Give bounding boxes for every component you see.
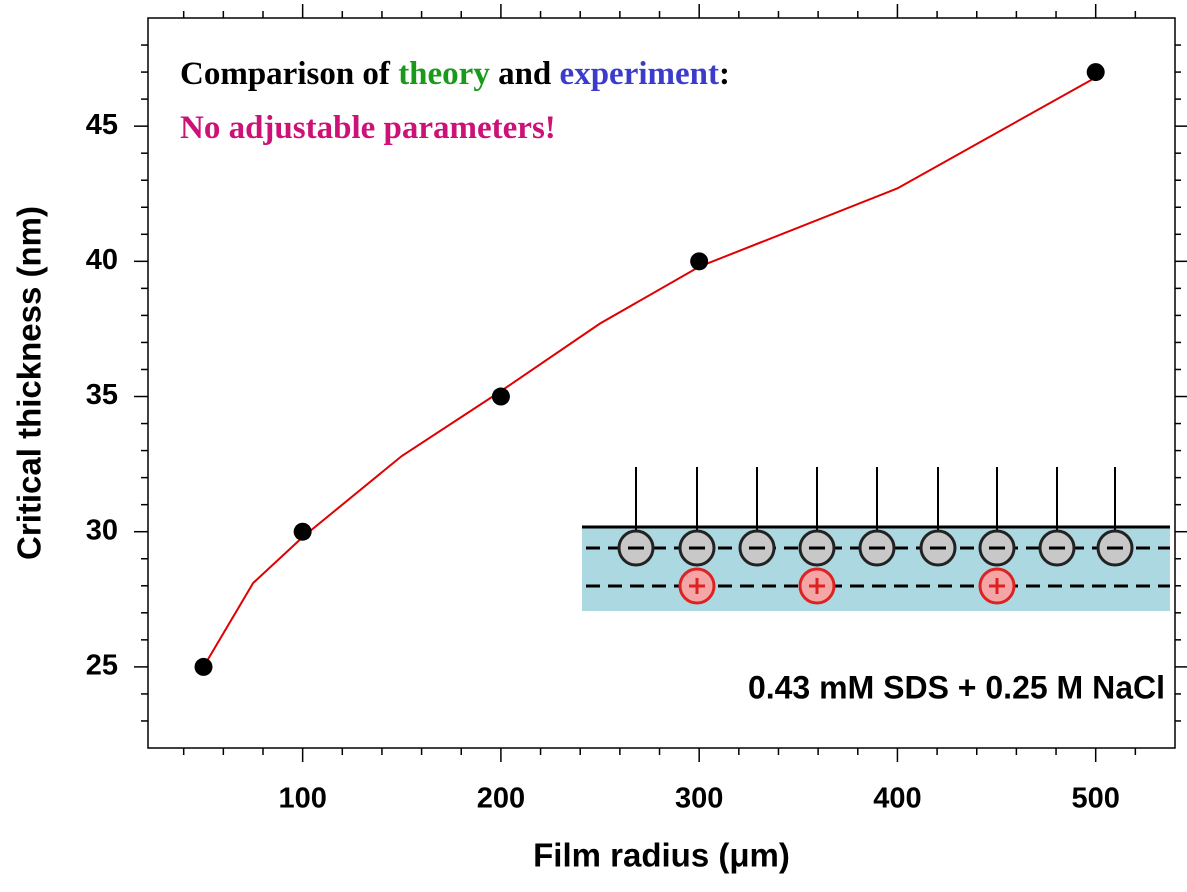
counter-ions xyxy=(678,567,1016,605)
x-tick-label: 500 xyxy=(1071,783,1119,815)
annotation-part: experiment xyxy=(560,56,719,92)
annotation-part: No adjustable parameters! xyxy=(180,110,556,146)
x-tick-label: 400 xyxy=(873,783,921,815)
y-tick-label: 45 xyxy=(86,109,118,141)
y-tick-label: 35 xyxy=(86,379,118,411)
data-point xyxy=(690,252,709,271)
y-tick-label: 30 xyxy=(86,514,118,546)
y-tick-label: 25 xyxy=(86,650,118,682)
x-tick-label: 200 xyxy=(477,783,525,815)
x-tick-label: 100 xyxy=(278,783,326,815)
x-axis-label: Film radius (μm) xyxy=(533,837,790,874)
annotation: Comparison of theory and experiment: xyxy=(180,56,730,92)
y-tick-label: 40 xyxy=(86,244,118,276)
annotation-part: : xyxy=(719,56,730,92)
plot-frame xyxy=(147,17,1176,749)
inset-illustration xyxy=(582,467,1170,611)
y-axis-label: Critical thickness (nm) xyxy=(11,206,48,560)
data-point xyxy=(491,387,510,406)
inset-label: 0.43 mM SDS + 0.25 M NaCl xyxy=(748,669,1165,705)
data-point xyxy=(194,657,213,676)
annotation-part: theory xyxy=(398,56,490,92)
data-point xyxy=(293,522,312,541)
x-tick-label: 300 xyxy=(675,783,723,815)
data-point xyxy=(1086,63,1105,82)
annotation-part: and xyxy=(490,56,560,92)
surfactant-heads xyxy=(617,467,1134,567)
annotation-part: Comparison of xyxy=(180,56,398,92)
annotation: No adjustable parameters! xyxy=(180,110,556,146)
